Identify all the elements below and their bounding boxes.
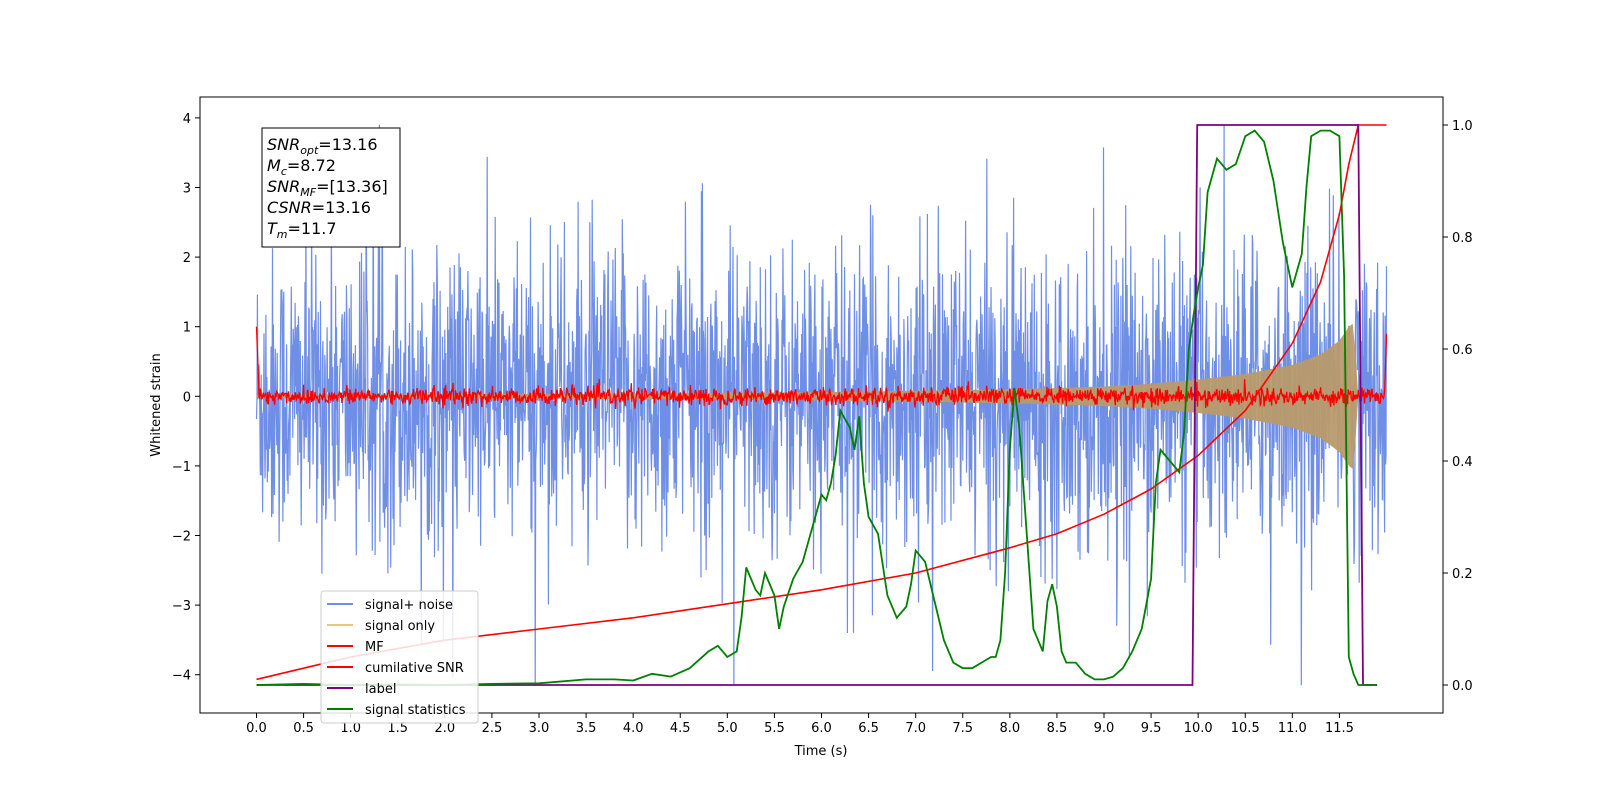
x-tick-label: 5.5 xyxy=(764,721,785,736)
x-tick-label: 4.5 xyxy=(670,721,691,736)
y-tick-label: 0 xyxy=(183,390,191,405)
annotation-box: SNRopt=13.16Mc=8.72SNRMF=[13.36]CSNR=13.… xyxy=(261,127,401,248)
y-tick-label: −1 xyxy=(172,460,191,475)
x-tick-label: 9.0 xyxy=(1094,721,1115,736)
annotation-frame xyxy=(261,127,401,248)
x-tick-label: 0.5 xyxy=(293,721,314,736)
x-tick-label: 4.0 xyxy=(623,721,644,736)
x-tick-label: 8.5 xyxy=(1047,721,1068,736)
annotation-line: Mc=8.72 xyxy=(267,156,336,178)
legend: signal+ noise signal only MF cumilative SNR… xyxy=(320,590,479,724)
legend-entry: signal+ noise xyxy=(365,598,453,613)
x-tick-label: 7.5 xyxy=(952,721,973,736)
series-mf xyxy=(255,326,1388,412)
legend-frame xyxy=(320,590,479,724)
x-tick-label: 5.0 xyxy=(717,721,738,736)
x-tick-label: 6.5 xyxy=(858,721,879,736)
y-tick-label: −4 xyxy=(172,669,191,684)
y2-tick-label: 0.6 xyxy=(1452,343,1473,358)
y-tick-label: 2 xyxy=(183,251,191,266)
x-tick-label: 8.0 xyxy=(999,721,1020,736)
legend-entry: signal only xyxy=(365,619,435,634)
axis-ticks: 0.0 0.5 1.0 1.5 2.0 2.5 3.0 3.5 4.0 4.5 5.0 5.5 6.0 6… xyxy=(172,112,1473,736)
x-tick-label: 11.0 xyxy=(1278,721,1307,736)
annotation-line: Tm=11.7 xyxy=(267,219,337,241)
x-tick-label: 11.5 xyxy=(1325,721,1354,736)
annotation-line: SNRMF=[13.36] xyxy=(267,177,388,199)
y-tick-label: −3 xyxy=(172,599,191,614)
legend-entry: cumilative SNR xyxy=(365,661,464,676)
x-tick-label: 10.5 xyxy=(1231,721,1260,736)
x-tick-label: 9.5 xyxy=(1141,721,1162,736)
y2-tick-label: 0.4 xyxy=(1452,455,1473,470)
legend-entry: label xyxy=(365,682,396,697)
x-tick-label: 1.5 xyxy=(387,721,408,736)
legend-entry: signal statistics xyxy=(365,703,466,718)
x-tick-label: 1.0 xyxy=(340,721,361,736)
y2-tick-label: 0.0 xyxy=(1452,679,1473,694)
x-axis-label: Time (s) xyxy=(794,744,848,759)
x-tick-label: 0.0 xyxy=(246,721,267,736)
y-axis-label: Whitened strain xyxy=(149,353,164,456)
y2-tick-label: 0.2 xyxy=(1452,567,1473,582)
x-tick-label: 3.0 xyxy=(529,721,550,736)
y-tick-label: −2 xyxy=(172,530,191,545)
x-tick-label: 2.5 xyxy=(482,721,503,736)
series-signal-statistics xyxy=(256,129,1378,686)
y2-tick-label: 0.8 xyxy=(1452,231,1473,246)
y2-tick-label: 1.0 xyxy=(1452,119,1473,134)
x-tick-label: 3.5 xyxy=(576,721,597,736)
x-tick-label: 2.0 xyxy=(434,721,455,736)
y-tick-label: 4 xyxy=(183,112,191,127)
legend-entry: MF xyxy=(365,640,384,655)
x-tick-label: 6.0 xyxy=(811,721,832,736)
x-tick-label: 7.0 xyxy=(905,721,926,736)
annotation-line: CSNR=13.16 xyxy=(267,198,371,217)
y-tick-label: 1 xyxy=(183,321,191,336)
y-tick-label: 3 xyxy=(183,181,191,196)
x-tick-label: 10.0 xyxy=(1184,721,1213,736)
annotation-line: SNRopt=13.16 xyxy=(267,135,378,157)
series-signal-noise xyxy=(255,124,1388,686)
